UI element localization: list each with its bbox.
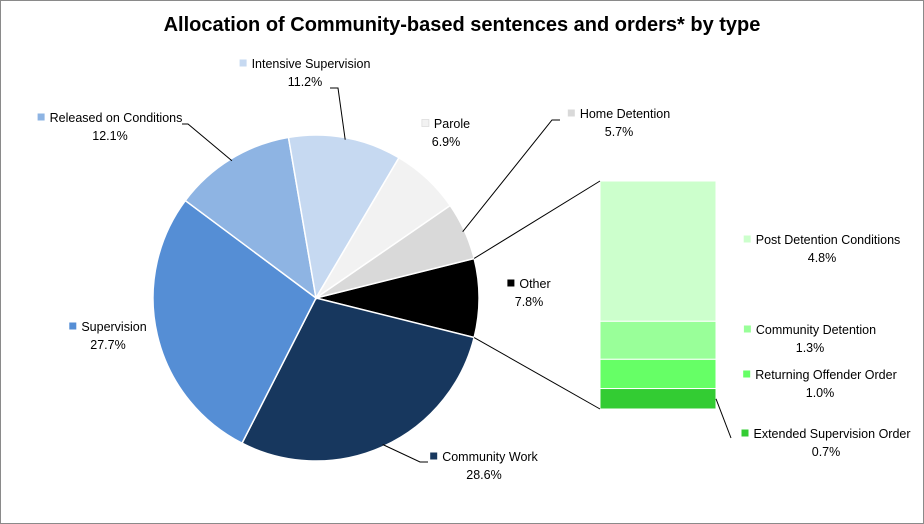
label-parole-value: 6.9% <box>432 135 461 149</box>
bar-segment-extended-supervision-order <box>599 388 717 410</box>
bar-segment-post-detention-conditions <box>599 180 717 322</box>
pie-slice-supervision <box>152 199 317 445</box>
label-community-detention-value: 1.3% <box>796 341 825 355</box>
label-released-on-conditions-legend-key <box>37 113 45 121</box>
label-extended-supervision-order-value: 0.7% <box>812 445 841 459</box>
leader-line-released-on-conditions <box>182 123 233 162</box>
label-home-detention-legend-key <box>567 109 575 117</box>
label-other-legend-key <box>507 279 515 287</box>
label-home-detention-value: 5.7% <box>605 125 634 139</box>
label-community-work-legend-key <box>430 452 438 460</box>
label-post-detention-conditions-name: Post Detention Conditions <box>756 233 901 247</box>
pie-slice-released-on-conditions <box>184 136 318 300</box>
leader-line-home-detention <box>462 119 560 233</box>
label-supervision-legend-key <box>69 322 77 330</box>
label-extended-supervision-order-legend-key <box>741 429 749 437</box>
leader-line-intensive-supervision <box>330 87 346 140</box>
label-released-on-conditions-name: Released on Conditions <box>50 111 183 125</box>
label-parole-legend-key <box>421 119 430 127</box>
label-post-detention-conditions-value: 4.8% <box>808 251 837 265</box>
label-returning-offender-order-name: Returning Offender Order <box>755 368 897 382</box>
leader-line-extended-supervision-order <box>715 398 732 439</box>
bar-segment-community-detention <box>599 320 717 360</box>
label-home-detention-name: Home Detention <box>580 107 670 121</box>
pie-slice-community-work <box>240 297 476 462</box>
label-community-work-value: 28.6% <box>466 468 501 482</box>
label-community-work-name: Community Work <box>442 450 538 464</box>
label-returning-offender-order-value: 1.0% <box>806 386 835 400</box>
pie-slice-intensive-supervision <box>287 134 400 301</box>
label-community-detention-name: Community Detention <box>756 323 876 337</box>
chart-title: Allocation of Community-based sentences … <box>163 14 761 36</box>
label-released-on-conditions-value: 12.1% <box>92 129 127 143</box>
label-other-name: Other <box>519 277 550 291</box>
label-intensive-supervision-value: 11.2% <box>288 75 323 89</box>
label-community-detention-legend-key <box>743 325 751 333</box>
label-supervision-name: Supervision <box>81 320 146 334</box>
label-returning-offender-order-legend-key <box>743 370 751 378</box>
label-intensive-supervision-legend-key <box>239 59 247 67</box>
leader-line-community-work <box>382 444 428 463</box>
connector-line-bottom <box>473 337 601 410</box>
label-supervision-value: 27.7% <box>90 338 125 352</box>
label-parole-name: Parole <box>434 117 470 131</box>
label-other-value: 7.8% <box>515 295 544 309</box>
label-extended-supervision-order-name: Extended Supervision Order <box>753 427 910 441</box>
bar-segment-returning-offender-order <box>599 358 717 390</box>
label-intensive-supervision-name: Intensive Supervision <box>252 57 371 71</box>
label-post-detention-conditions-legend-key <box>743 235 751 243</box>
connector-line-top <box>473 180 601 259</box>
